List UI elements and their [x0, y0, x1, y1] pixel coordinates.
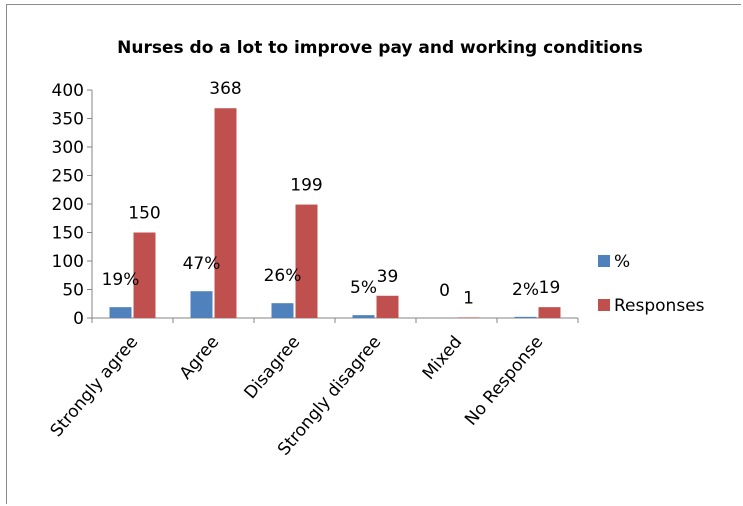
- bar-responses: [295, 204, 318, 318]
- data-label: 150: [128, 204, 160, 224]
- y-tick-label: 250: [52, 167, 84, 187]
- bar-percent: [352, 315, 375, 318]
- bar-percent: [109, 307, 132, 318]
- data-label: 199: [290, 176, 322, 196]
- legend-label: %: [614, 252, 630, 272]
- chart-frame: [6, 4, 741, 504]
- data-label: 39: [377, 267, 399, 287]
- x-category-label: Disagree: [241, 332, 305, 403]
- bar-percent: [271, 303, 294, 318]
- data-label: 19: [539, 278, 561, 298]
- y-tick-label: 350: [52, 110, 84, 130]
- y-tick-label: 200: [52, 195, 84, 215]
- y-tick-label: 100: [52, 252, 84, 272]
- data-label: 26%: [264, 266, 302, 286]
- bars: [109, 108, 561, 319]
- x-category-label: Mixed: [419, 332, 467, 383]
- data-label: 368: [209, 79, 241, 99]
- legend: % Responses: [598, 252, 705, 316]
- y-axis: 0 50 100 150 200 250 300 350 400: [52, 81, 93, 329]
- x-category-label: Agree: [176, 332, 223, 383]
- legend-label: Responses: [614, 296, 705, 316]
- data-label: 2%: [512, 280, 539, 300]
- data-label: 5%: [350, 278, 377, 298]
- y-tick-label: 50: [62, 281, 84, 301]
- bar-percent: [190, 291, 213, 318]
- data-label: 47%: [183, 254, 221, 274]
- bar-responses: [457, 317, 480, 318]
- legend-swatch: [598, 255, 610, 267]
- legend-swatch: [598, 299, 610, 311]
- y-tick-label: 400: [52, 81, 84, 101]
- y-tick-label: 300: [52, 138, 84, 158]
- bar-responses: [133, 232, 156, 318]
- bar-responses: [214, 108, 237, 319]
- chart-title: Nurses do a lot to improve pay and worki…: [117, 38, 643, 58]
- y-tick-label: 150: [52, 224, 84, 244]
- x-category-label: No Response: [461, 332, 547, 429]
- x-category-label: Strongly agree: [47, 332, 143, 441]
- y-tick-label: 0: [73, 309, 84, 329]
- bar-percent: [514, 316, 537, 318]
- data-labels: 19% 47% 26% 5% 0 2% 150 368 199 39 1 19: [102, 79, 561, 308]
- data-label: 19%: [102, 270, 140, 290]
- data-label: 0: [439, 281, 450, 301]
- bar-responses: [538, 307, 561, 318]
- data-label: 1: [463, 288, 474, 308]
- bar-responses: [376, 295, 399, 318]
